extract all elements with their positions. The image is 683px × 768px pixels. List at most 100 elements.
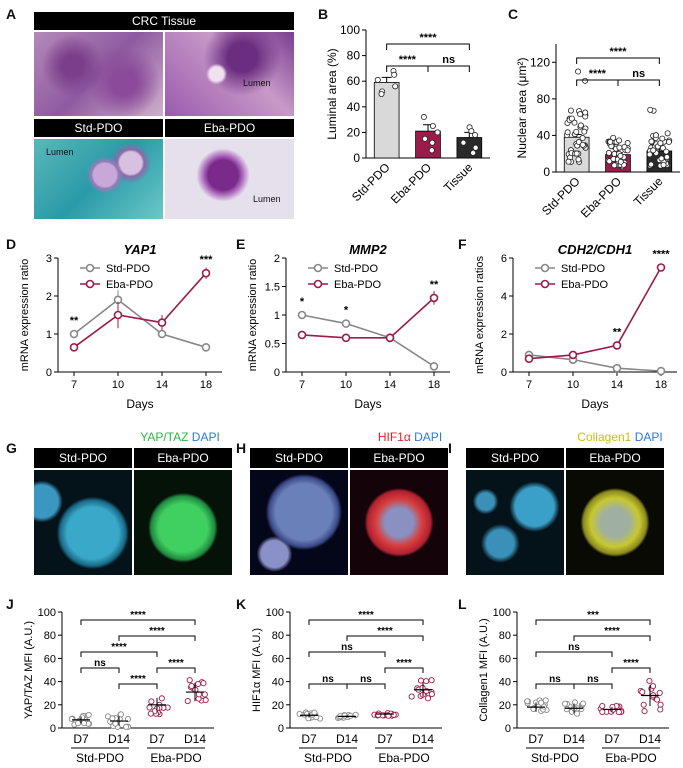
significance-label: *** (587, 610, 599, 621)
significance-label: **** (396, 658, 412, 669)
y-tick-label: 60 (272, 653, 284, 665)
y-tick-label: 0 (274, 367, 280, 379)
data-point (341, 319, 351, 328)
y-tick-label: 20 (44, 700, 56, 712)
y-tick-label: 60 (44, 653, 56, 665)
x-tick-label: 10 (112, 379, 124, 391)
x-tick-label: D7 (377, 732, 393, 746)
data-point (468, 128, 475, 135)
significance-label: *** (200, 254, 214, 266)
data-point (378, 91, 385, 98)
series-line (73, 272, 207, 348)
x-axis-label: Days (354, 397, 381, 411)
significance-label: ns (322, 674, 334, 685)
data-point (341, 333, 351, 343)
y-tick-label: 100 (493, 607, 511, 619)
significance-label: **** (111, 642, 127, 653)
data-point (656, 689, 663, 696)
stain-label-collagen1: Collagen1 DAPI (577, 430, 663, 444)
data-point (656, 366, 666, 376)
bar (415, 130, 441, 159)
significance-bracket (80, 619, 196, 625)
x-tick-label: Std-PDO (539, 174, 583, 218)
significance-bracket (427, 65, 470, 72)
y-tick-label: 2 (274, 253, 280, 265)
y-tick-label: 40 (272, 677, 284, 689)
data-point (429, 139, 436, 146)
data-point (146, 704, 153, 711)
y-tick-label: 80 (499, 630, 511, 642)
y-tick-label: 0 (353, 151, 360, 165)
y-tick-label: 100 (340, 23, 360, 37)
x-tick-label: D14 (563, 732, 585, 746)
data-point (424, 695, 432, 702)
y-tick-label: 60 (499, 653, 511, 665)
significance-bracket (535, 651, 613, 657)
lumen-label: Lumen (46, 147, 74, 157)
y-tick-label: 80 (537, 92, 551, 106)
data-point (429, 362, 439, 371)
panel-label-f: F (458, 236, 467, 252)
y-tick-label: 1 (274, 310, 280, 322)
data-point (434, 129, 441, 136)
y-tick-label: 60 (347, 74, 361, 88)
data-point (201, 268, 211, 278)
group-label: Eba-PDO (605, 751, 656, 765)
data-point (639, 689, 646, 696)
x-tick-label: D7 (301, 732, 317, 746)
data-point (147, 710, 154, 717)
data-point (650, 683, 657, 690)
data-point (184, 698, 191, 705)
significance-label: ns (587, 674, 599, 685)
legend-marker (540, 263, 550, 273)
data-point (422, 135, 429, 142)
data-point (202, 697, 209, 704)
significance-label: ns (568, 642, 580, 653)
data-point (296, 711, 303, 718)
significance-label: **** (652, 249, 670, 261)
y-tick-label: 0 (50, 723, 56, 735)
data-point (612, 341, 622, 350)
group-label: Std-PDO (531, 751, 579, 765)
data-point (579, 141, 586, 148)
y-tick-label: 120 (530, 55, 550, 69)
data-point (579, 135, 586, 142)
x-tick-label: D7 (149, 732, 165, 746)
group-label: Std-PDO (76, 751, 124, 765)
x-axis-label: Days (126, 397, 153, 411)
significance-label: **** (377, 626, 393, 637)
y-tick-label: 0.5 (265, 339, 280, 351)
data-point (567, 107, 574, 114)
data-point (158, 695, 165, 702)
data-point (375, 711, 382, 719)
chart-e-mmp2: 0 0.5 1 1.5 2 mRNA expression ratio 7 10 14 18 Day… (247, 242, 450, 411)
data-point (564, 129, 571, 136)
data-point (297, 310, 307, 320)
data-point (599, 708, 606, 715)
x-tick-label: 14 (384, 379, 396, 391)
data-point (652, 132, 659, 139)
x-tick-label: 7 (299, 379, 305, 391)
y-tick-label: 40 (537, 128, 551, 142)
x-tick-label: D14 (639, 732, 661, 746)
data-point (470, 149, 477, 156)
significance-bracket (535, 619, 651, 625)
significance-bracket (80, 651, 158, 657)
std-pdo-yaptaz-image (34, 470, 132, 575)
header-eba-pdo-i: Eba-PDO (566, 448, 664, 468)
series-line (301, 297, 435, 339)
data-point (74, 720, 82, 727)
y-axis-label: mRNA expression ratios (474, 256, 486, 374)
data-point (524, 354, 534, 363)
data-point (561, 700, 569, 707)
panel-label-d: D (6, 236, 17, 252)
significance-label: **** (149, 626, 165, 637)
header-eba-pdo-h: Eba-PDO (350, 448, 448, 468)
significance-label: ** (70, 315, 79, 327)
y-tick-label: 20 (499, 700, 511, 712)
data-point (599, 702, 606, 710)
significance-label: **** (623, 658, 639, 669)
data-point (420, 114, 427, 121)
x-tick-label: D7 (528, 732, 544, 746)
data-point (612, 363, 622, 373)
